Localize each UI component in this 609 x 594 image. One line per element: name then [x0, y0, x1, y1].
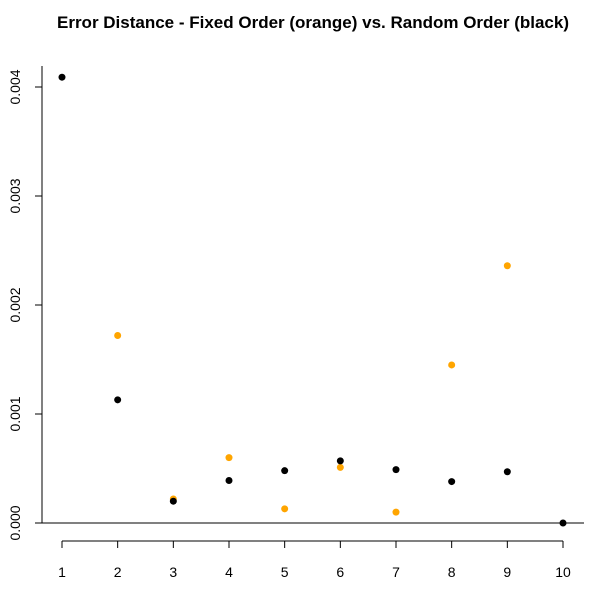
y-tick-label: 0.004	[7, 69, 23, 104]
y-tick-label: 0.003	[7, 178, 23, 213]
black-point	[114, 396, 122, 404]
orange-point	[336, 463, 344, 471]
y-tick-label: 0.001	[7, 396, 23, 431]
black-point	[336, 457, 344, 465]
x-tick-label: 6	[336, 564, 344, 580]
black-point	[503, 468, 511, 476]
data-points	[58, 73, 567, 527]
x-tick-label: 8	[448, 564, 456, 580]
black-point	[225, 476, 233, 484]
chart-title: Error Distance - Fixed Order (orange) vs…	[57, 13, 569, 32]
orange-point	[448, 361, 456, 369]
black-point	[281, 467, 289, 475]
x-tick-label: 1	[58, 564, 66, 580]
orange-point	[392, 508, 400, 516]
x-tick-label: 7	[392, 564, 400, 580]
y-tick-label: 0.000	[7, 505, 23, 540]
x-tick-label: 9	[503, 564, 511, 580]
axes: 1 2 3 4 5 6 7 8 9 10 0.000 0.001 0.002 0.003 0.004	[7, 66, 584, 580]
x-tick-label: 2	[114, 564, 122, 580]
x-tick-label: 3	[169, 564, 177, 580]
x-tick-label: 10	[555, 564, 571, 580]
x-tick-label: 4	[225, 564, 233, 580]
orange-point	[114, 332, 122, 340]
black-point	[58, 73, 66, 81]
y-tick-label: 0.002	[7, 287, 23, 322]
orange-point	[225, 454, 233, 462]
orange-point	[503, 262, 511, 270]
orange-point	[281, 505, 289, 513]
black-point	[448, 478, 456, 486]
black-point	[392, 466, 400, 474]
black-point	[169, 497, 177, 505]
black-point	[559, 519, 567, 527]
x-tick-label: 5	[281, 564, 289, 580]
